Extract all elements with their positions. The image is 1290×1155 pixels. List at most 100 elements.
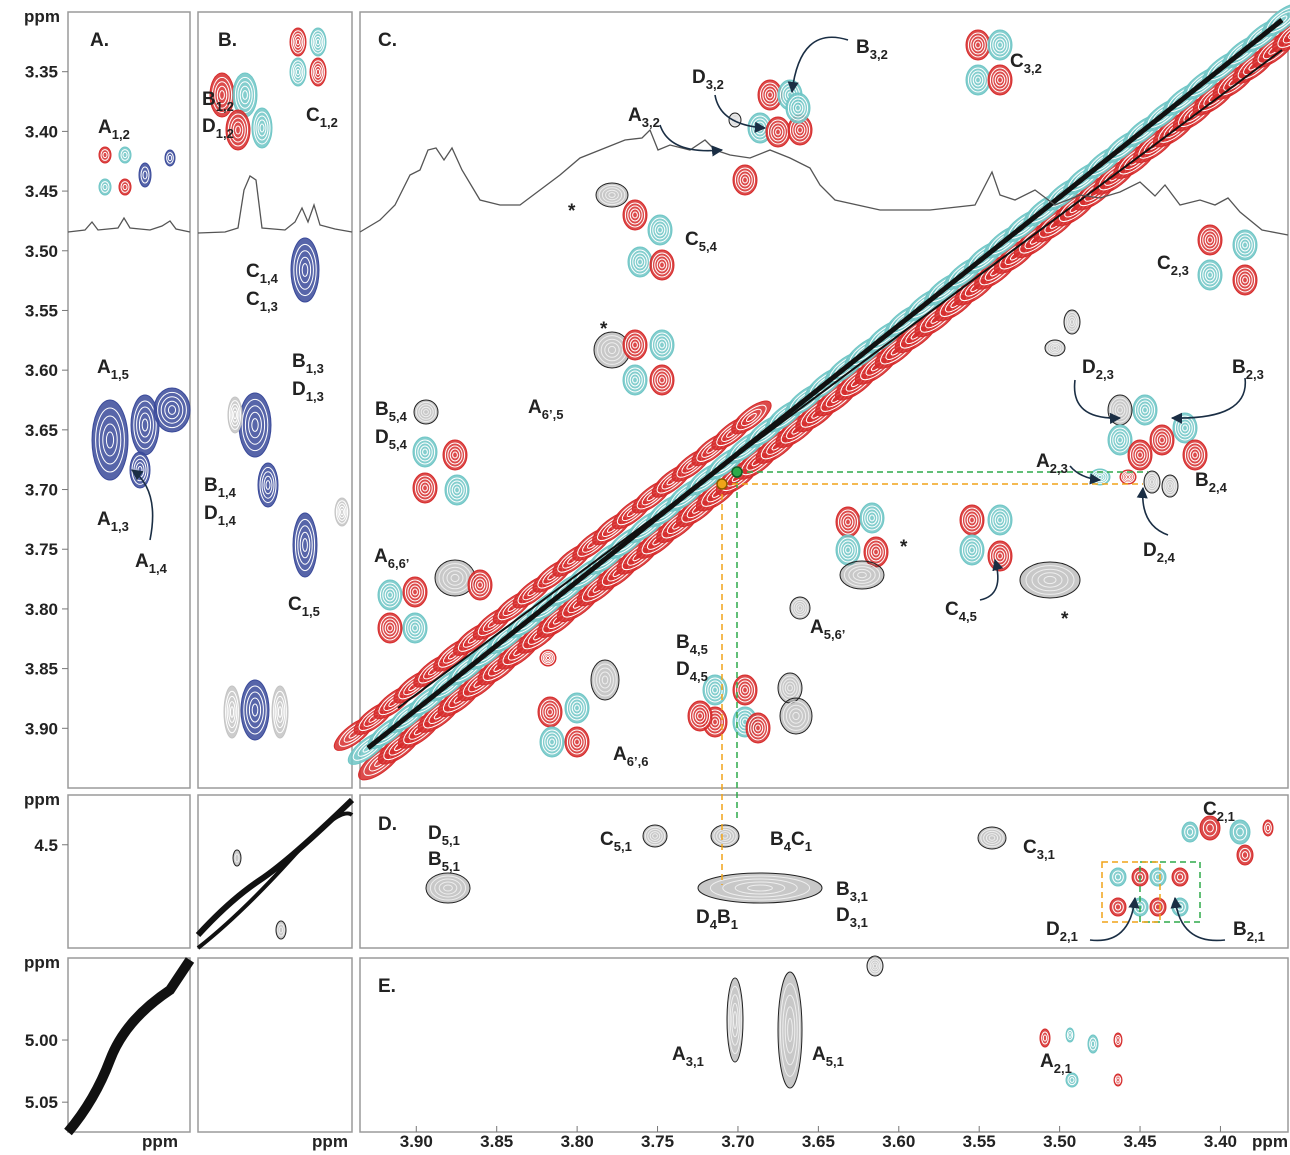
trace [198, 176, 352, 233]
peak-label-text: C [685, 229, 699, 250]
peak-label-text: C [791, 829, 805, 850]
peak-label: B4,5 [676, 632, 708, 657]
peak-label-text: B [202, 89, 216, 110]
peak-label-subscript: 2,1 [1060, 929, 1078, 944]
contour [445, 475, 469, 505]
peak-label-subscript: 2,1 [1247, 929, 1265, 944]
contour [966, 65, 990, 95]
peak-label-text: B [375, 399, 389, 420]
peak-label: D5,4 [375, 427, 408, 452]
x-tick-label: 3.65 [802, 1132, 835, 1151]
contour [836, 535, 860, 565]
arrow [1172, 378, 1245, 418]
contour [628, 247, 652, 277]
panel-label: A. [90, 30, 109, 51]
panel-label: D. [378, 814, 397, 835]
peak-label-text: D [696, 907, 710, 928]
peak-label-subscript: 5,4 [389, 437, 408, 452]
peak-label: D2,4 [1143, 540, 1176, 565]
peak-label-subscript: 2,1 [1217, 809, 1235, 824]
peak-label: B3,1 [836, 879, 868, 904]
contour [335, 498, 349, 526]
contour [293, 513, 317, 577]
contour [988, 505, 1012, 535]
y-tick-label: 5.05 [25, 1093, 58, 1112]
peak-label-text: C [600, 829, 614, 850]
peak-label-text: D [202, 116, 216, 137]
y-tick-label: 5.00 [25, 1031, 58, 1050]
peak-label: B2,1 [1233, 919, 1265, 944]
peak-label-text: D [428, 823, 442, 844]
peak-label-subscript: 6’,5 [542, 407, 564, 422]
contour [733, 675, 757, 705]
contour [310, 28, 326, 56]
peak-label: D4B1 [696, 907, 738, 932]
contour [867, 956, 883, 976]
peak-label-text: B [1195, 470, 1209, 491]
contour [766, 117, 790, 147]
contour [988, 65, 1012, 95]
contour [860, 503, 884, 533]
peak-label-subscript: 5,1 [614, 839, 632, 854]
peak-label-text: A [812, 1044, 826, 1065]
peak-label-subscript: 1 [805, 839, 812, 854]
contour [1198, 260, 1222, 290]
peak-label-text: B [856, 37, 870, 58]
contour [1144, 471, 1160, 493]
y-tick-label: 3.50 [25, 242, 58, 261]
contour [623, 330, 647, 360]
peak-label-subscript: 1,3 [306, 361, 324, 376]
peak-label-subscript: 4,5 [690, 642, 708, 657]
peak-label: C1,3 [246, 289, 278, 314]
contour [729, 113, 741, 127]
peak-label-subscript: 5,1 [442, 859, 460, 874]
peak-label: B2,4 [1195, 470, 1228, 495]
peak-label: * [600, 319, 608, 340]
diagonal [198, 813, 352, 948]
panel-label: B. [218, 30, 237, 51]
y-tick-label: 3.90 [25, 719, 58, 738]
peak-label-text: A [97, 357, 111, 378]
peak-label-subscript: 1,2 [216, 99, 234, 114]
contour [988, 541, 1012, 571]
peak-label-subscript: 5,1 [442, 833, 460, 848]
y-tick-label: 4.5 [34, 836, 58, 855]
peak-label-subscript: 1,5 [111, 367, 129, 382]
peak-label-text: C [1157, 253, 1171, 274]
contour [468, 570, 492, 600]
peak-label-subscript: 6,6’ [388, 556, 410, 571]
peak-label: * [568, 201, 576, 222]
contour [1133, 395, 1157, 425]
peak-label-text: C [945, 599, 959, 620]
peak-label-text: A [1036, 451, 1050, 472]
y-tick-label: 3.55 [25, 301, 58, 320]
guide-dot [717, 479, 727, 489]
peak-label: A1,3 [97, 509, 129, 534]
peak-label-text: C [1203, 799, 1217, 820]
contour [648, 215, 672, 245]
peak-label-text: * [600, 319, 608, 340]
contour [978, 827, 1006, 849]
contour [239, 393, 271, 457]
contour [790, 597, 810, 619]
contour [1233, 230, 1257, 260]
peak-label-text: D [836, 905, 850, 926]
peak-label-subscript: 5,1 [826, 1054, 844, 1069]
peak-label-text: C [1023, 837, 1037, 858]
contour [241, 680, 269, 740]
contour [650, 330, 674, 360]
peak-label-subscript: 1,4 [218, 513, 237, 528]
contour [960, 505, 984, 535]
peak-label: * [1061, 609, 1069, 630]
peak-label: B2,3 [1232, 357, 1264, 382]
peak-label-subscript: 3,1 [686, 1054, 704, 1069]
x-tick-label: 3.85 [480, 1132, 513, 1151]
peak-label-text: B [676, 632, 690, 653]
contour [1162, 475, 1178, 497]
peak-label-text: D [692, 67, 706, 88]
peak-label-subscript: 1,2 [216, 126, 234, 141]
peak-label: D2,3 [1082, 357, 1114, 382]
peak-label: C1,5 [288, 594, 320, 619]
contour [413, 437, 437, 467]
peak-label-subscript: 1,5 [302, 604, 320, 619]
